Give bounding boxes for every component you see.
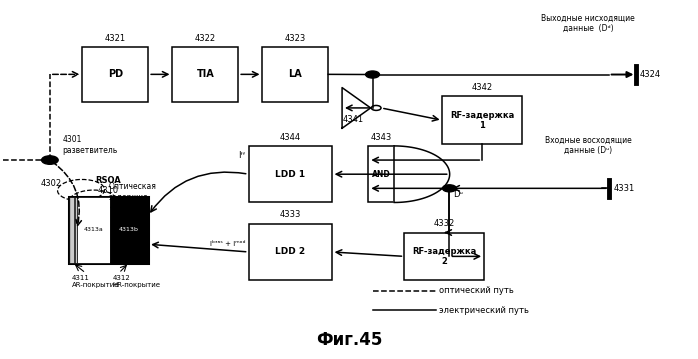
- FancyBboxPatch shape: [68, 197, 148, 262]
- Text: 4343: 4343: [371, 133, 392, 142]
- FancyBboxPatch shape: [248, 224, 332, 280]
- Text: PD: PD: [107, 69, 123, 79]
- FancyBboxPatch shape: [262, 47, 328, 102]
- Text: 4313a: 4313a: [83, 227, 103, 232]
- Text: оптический путь: оптический путь: [439, 286, 514, 295]
- Text: 4341: 4341: [343, 115, 364, 124]
- Polygon shape: [394, 146, 450, 202]
- Text: Dᵘ: Dᵘ: [453, 190, 463, 199]
- Text: 4302: 4302: [40, 180, 61, 188]
- Text: 4323: 4323: [285, 34, 306, 43]
- FancyBboxPatch shape: [77, 197, 110, 262]
- Text: Фиг.45: Фиг.45: [315, 331, 383, 349]
- Text: 4310: 4310: [98, 186, 119, 195]
- FancyBboxPatch shape: [248, 146, 332, 202]
- Text: электрический путь: электрический путь: [439, 306, 529, 315]
- FancyBboxPatch shape: [82, 47, 148, 102]
- FancyBboxPatch shape: [68, 197, 77, 262]
- Circle shape: [42, 156, 58, 164]
- Text: 4321: 4321: [105, 34, 126, 43]
- FancyBboxPatch shape: [443, 97, 522, 144]
- Circle shape: [443, 185, 456, 192]
- Text: 4301
разветвитель: 4301 разветвитель: [62, 135, 117, 155]
- Text: 4331: 4331: [614, 184, 634, 193]
- Text: AND: AND: [372, 170, 391, 179]
- Text: Iᵇᵌᵃˢ + Iᵐᵒᵈ: Iᵇᵌᵃˢ + Iᵐᵒᵈ: [209, 241, 245, 247]
- Text: Iᶠᶠ: Iᶠᶠ: [237, 151, 245, 160]
- FancyBboxPatch shape: [369, 146, 394, 202]
- Text: RF-задержка
2: RF-задержка 2: [412, 247, 476, 266]
- Text: LA: LA: [288, 69, 302, 79]
- Text: 4324: 4324: [640, 70, 661, 79]
- Text: 4332: 4332: [433, 219, 455, 228]
- Text: 4312
HR-покрытие: 4312 HR-покрытие: [112, 275, 161, 288]
- Text: LDD 1: LDD 1: [275, 170, 305, 179]
- Text: RF-задержка
1: RF-задержка 1: [450, 111, 514, 130]
- Text: 4333: 4333: [279, 210, 301, 219]
- FancyBboxPatch shape: [110, 197, 148, 262]
- Text: RSOA: RSOA: [96, 176, 121, 185]
- Text: LDD 2: LDD 2: [275, 247, 305, 256]
- Text: TIA: TIA: [196, 69, 214, 79]
- Text: 4342: 4342: [472, 83, 493, 92]
- Text: Входные восходящие
данные (Dᵘ): Входные восходящие данные (Dᵘ): [544, 135, 631, 155]
- Text: 4322: 4322: [195, 34, 216, 43]
- Circle shape: [371, 106, 381, 111]
- Polygon shape: [342, 88, 371, 128]
- Text: 4311
AR-покрытие: 4311 AR-покрытие: [72, 275, 119, 288]
- FancyBboxPatch shape: [172, 47, 238, 102]
- Text: 4313b: 4313b: [119, 227, 139, 232]
- Circle shape: [366, 71, 380, 78]
- FancyBboxPatch shape: [404, 233, 484, 280]
- Text: Выходные нисходящие
данные  (Dᵈ): Выходные нисходящие данные (Dᵈ): [541, 13, 634, 33]
- Text: 4344: 4344: [280, 133, 301, 142]
- Text: Оптическая
задержка: Оптическая задержка: [109, 182, 156, 201]
